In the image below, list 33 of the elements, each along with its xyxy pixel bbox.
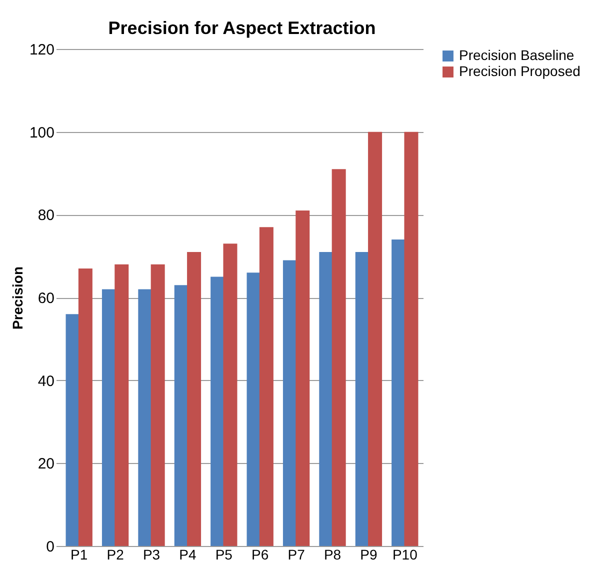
legend-label: Precision Baseline: [459, 47, 574, 63]
bar: [78, 268, 92, 546]
bar: [223, 244, 238, 546]
x-tick-label: P2: [106, 546, 124, 562]
y-axis-title: Precision: [9, 266, 26, 330]
bar: [150, 264, 165, 546]
y-tick-label: 40: [38, 372, 54, 390]
bar: [319, 252, 334, 546]
y-tick-label: 60: [38, 290, 54, 307]
y-tick-label: 20: [38, 456, 54, 473]
x-tick-label: P6: [252, 546, 269, 562]
x-tick-label: P5: [215, 546, 233, 562]
y-tick-label: 80: [38, 207, 54, 224]
chart-title: Precision for Aspect Extraction: [108, 18, 376, 38]
y-tick-label: 120: [29, 42, 54, 58]
bar: [114, 264, 129, 546]
y-tick-label: 100: [29, 124, 54, 142]
bar: [332, 169, 346, 546]
bar: [138, 289, 152, 546]
bar: [187, 252, 202, 546]
bar: [368, 132, 382, 546]
x-tick-label: P9: [360, 546, 378, 562]
bar: [404, 132, 418, 546]
x-tick-label: P8: [324, 546, 342, 562]
x-tick-label: P1: [70, 546, 88, 562]
bar: [259, 227, 274, 546]
legend-label: Precision Proposed: [459, 63, 580, 79]
x-tick-label: P7: [288, 546, 306, 562]
bar: [296, 210, 310, 546]
y-tick-label: 0: [46, 538, 54, 556]
x-tick-label: P10: [392, 546, 418, 562]
x-tick-label: P3: [142, 546, 160, 562]
x-tick-label: P4: [179, 546, 196, 562]
